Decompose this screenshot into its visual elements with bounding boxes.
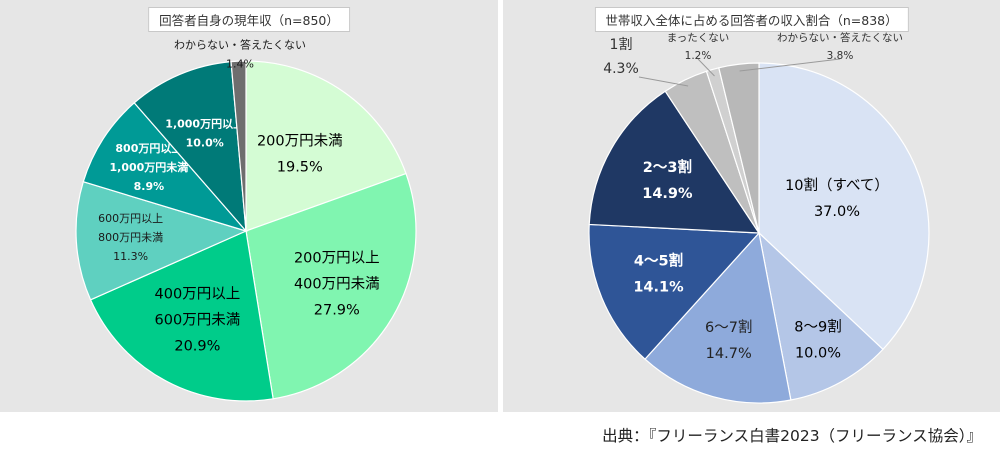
slice-label: まったくない (667, 32, 730, 44)
pie-slice (718, 62, 760, 234)
slice-label: 1割 (610, 36, 633, 53)
source-note: 出典：『フリーランス白書2023（フリーランス協会）』 (602, 427, 982, 445)
pie-slice (245, 60, 407, 232)
slice-value-label: 27.9% (314, 303, 360, 319)
leader-line (697, 58, 715, 77)
slice-value-label: 10.0% (795, 345, 841, 361)
pie-slice (588, 223, 761, 360)
income-pie-chart: 200万円未満 19.5% 200万円以上 400万円未満 27.9% 400万円以上 60… (75, 38, 417, 402)
slice-value-label: 14.7% (706, 346, 752, 362)
slice-label: 600万円未満 (155, 312, 241, 329)
pie-slice (588, 90, 761, 234)
slice-value-label: 37.0% (814, 204, 860, 220)
slice-label: わからない・答えたくない (174, 38, 306, 52)
pie-slice (758, 62, 930, 351)
slice-value-label: 4.3% (603, 61, 639, 77)
slice-label: 600万円以上 (98, 212, 163, 225)
slice-label: 1,000万円以上 (165, 117, 244, 131)
slice-label: 8〜9割 (794, 318, 841, 335)
slice-label: 200万円以上 (294, 250, 380, 267)
slice-value-label: 20.9% (174, 339, 220, 355)
slice-label: 800万円未満 (98, 231, 163, 244)
slice-value-label: 3.8% (827, 50, 854, 62)
slice-label: わからない・答えたくない (777, 31, 903, 44)
slice-value-label: 1.2% (685, 50, 712, 62)
right-chart-panel: 世帯収入全体に占める回答者の収入割合（n=838） 10割（すべて） 37.0% 8… (503, 0, 1000, 412)
slice-label: 6〜7割 (705, 319, 752, 336)
pie-slice (644, 231, 792, 404)
slice-label: 400万円未満 (294, 276, 380, 293)
slice-label: 200万円未満 (257, 133, 343, 150)
left-chart-title: 回答者自身の現年収（n=850） (148, 7, 350, 32)
slice-label: 10割（すべて） (785, 177, 889, 194)
pie-slice (758, 231, 884, 401)
slice-value-label: 14.9% (642, 186, 693, 202)
slice-value-label: 10.0% (186, 137, 224, 150)
pie-slice (82, 102, 248, 233)
slice-value-label: 8.9% (134, 180, 165, 193)
slice-label: 2〜3割 (643, 158, 692, 176)
slice-value-label: 14.1% (633, 280, 684, 296)
pie-slice (89, 230, 274, 402)
slice-label: 1,000万円未満 (110, 160, 189, 174)
slice-label: 800万円以上 (115, 141, 182, 155)
slice-label: 4〜5割 (634, 252, 683, 270)
pie-slice (75, 180, 248, 301)
pie-slice (245, 172, 417, 400)
leader-line (739, 58, 841, 72)
slice-value-label: 11.3% (113, 250, 148, 263)
leader-line (638, 76, 689, 87)
pie-slice (230, 60, 247, 232)
right-chart-title: 世帯収入全体に占める回答者の収入割合（n=838） (594, 7, 909, 32)
slice-label: 400万円以上 (155, 286, 241, 303)
slice-value-label: 19.5% (277, 160, 323, 176)
household-share-pie-chart: 10割（すべて） 37.0% 8〜9割 10.0% 6〜7割 14.7% 4〜5割 14.1%… (588, 31, 930, 404)
slice-value-label: 1.4% (226, 58, 254, 71)
pie-slice (133, 61, 247, 233)
left-chart-panel: 回答者自身の現年収（n=850） 200万円未満 19.5% 200万円以上 400万… (0, 0, 498, 412)
